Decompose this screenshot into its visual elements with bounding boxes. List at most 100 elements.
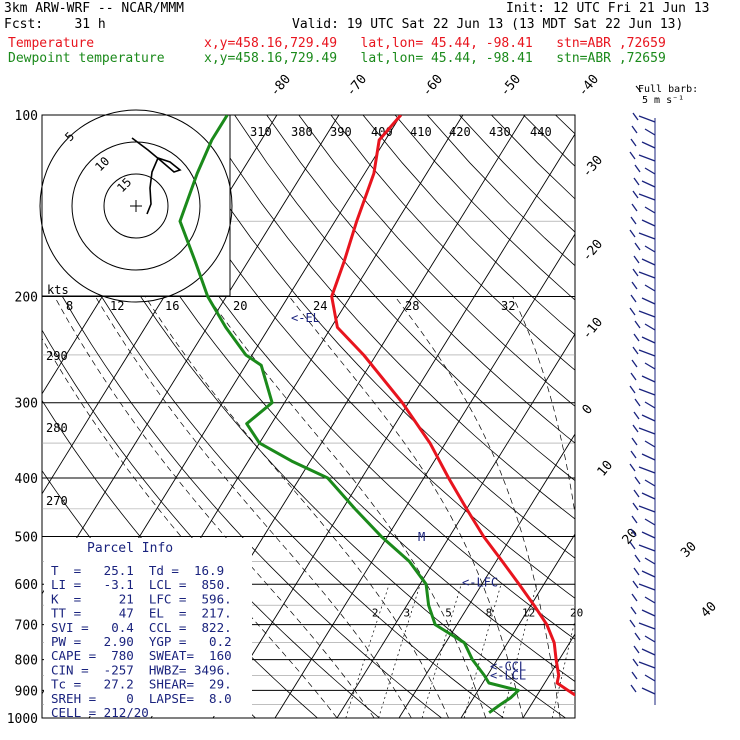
barb-legend-icon [635, 85, 642, 93]
wind-barb-flag [630, 450, 637, 459]
theta-e-label: 310 [250, 125, 272, 139]
wind-barb-flag [631, 593, 638, 602]
isotherm-label: -50 [498, 72, 525, 100]
isotherm-label: -40 [576, 72, 603, 100]
isotherm-label: -20 [580, 237, 607, 265]
dry-adiabat [170, 115, 575, 559]
wind-barb [641, 648, 656, 656]
wind-barb [641, 570, 656, 578]
wind-barb-flag [634, 554, 641, 563]
wind-barb-flag [629, 151, 636, 160]
wind-barb [644, 479, 656, 487]
barb-legend-title: Full barb: [638, 84, 698, 95]
wind-barb-flag [632, 502, 639, 511]
dry-adiabat [42, 115, 566, 718]
parcel-info-row: TT = 47 EL = 217. [51, 606, 232, 621]
parcel-info-row: K = 21 LFC = 596. [51, 591, 232, 606]
wind-barb [638, 661, 656, 669]
wind-barb-flag [634, 476, 641, 485]
dry-adiabat [42, 186, 504, 718]
wind-barb-flag [629, 385, 636, 394]
wind-barb [641, 687, 656, 695]
isotherm-line [42, 115, 340, 595]
theta-label: 290 [46, 349, 68, 363]
dry-adiabat [42, 258, 442, 718]
dry-adiabat [555, 115, 575, 135]
dry-adiabat [266, 115, 575, 444]
isotherm-label: 0 [580, 402, 597, 418]
wind-barb-flag [633, 489, 640, 498]
wind-barb-flag [633, 567, 640, 576]
wind-barb-flag [633, 645, 640, 654]
mixing-ratio-label: 12 [522, 607, 535, 620]
parcel-info-row: CAPE = 780 SWEAT= 160 [51, 648, 232, 663]
dry-adiabat [202, 115, 575, 520]
theta-e-label: 420 [449, 125, 471, 139]
dry-adiabat [330, 115, 575, 371]
isotherm-line [336, 333, 575, 718]
wind-barb [638, 583, 656, 591]
moist-adiabat [512, 296, 575, 516]
wind-barb-flag [630, 684, 637, 693]
theta-label: 280 [46, 421, 68, 435]
mixing-ratio-label: 5 [445, 607, 452, 620]
level-marker-lcl: <-LCL [490, 668, 526, 682]
wind-barb-flag [630, 138, 637, 147]
wind-barb [638, 505, 656, 513]
wind-barb [638, 466, 656, 474]
pressure-label: 400 [15, 472, 38, 487]
mixing-ratio-label: 8 [486, 607, 493, 620]
model-title: 3km ARW-WRF -- NCAR/MMM [4, 1, 185, 16]
wind-barb-flag [631, 203, 638, 212]
wind-barb [644, 128, 656, 136]
mixing-ratio-label: 20 [570, 607, 583, 620]
speed-scale-label: 28 [405, 299, 419, 313]
speed-scale-label: 8 [66, 299, 73, 313]
pressure-label: 700 [15, 619, 38, 634]
isotherm-label: -70 [344, 72, 371, 100]
mixing-ratio-line [501, 584, 538, 718]
pressure-label: 800 [15, 654, 38, 669]
isotherm-line [647, 115, 740, 718]
wind-barb-flag [629, 463, 636, 472]
dry-adiabat [426, 115, 575, 267]
hodograph-ring [71, 141, 201, 271]
pressure-label: 300 [15, 397, 38, 412]
speed-scale-label: 24 [313, 299, 327, 313]
wind-barb-flag [630, 372, 637, 381]
speed-scale-label: 12 [110, 299, 124, 313]
mixing-ratio-line [551, 619, 575, 718]
wind-barb [644, 401, 656, 409]
wind-barb [638, 544, 656, 552]
theta-label: 270 [46, 494, 68, 508]
wind-barb [641, 453, 656, 461]
wind-barb [644, 635, 656, 643]
forecast-hour: Fcst: 31 h [4, 17, 106, 32]
wind-barb [644, 167, 656, 175]
isotherm-label: 20 [620, 526, 642, 548]
parcel-info-row: PW = 2.90 YGP = 0.2 [51, 634, 232, 649]
wind-barb [641, 180, 656, 188]
parcel-info-panel [44, 538, 252, 716]
wind-barb-flag [629, 229, 636, 238]
wind-barb [641, 609, 656, 617]
wind-barb-flag [631, 437, 638, 446]
mixing-ratio-line [378, 584, 421, 718]
speed-scale-label: 20 [233, 299, 247, 313]
barb-legend-units: 5 m s⁻¹ [642, 95, 684, 106]
wind-barb [638, 622, 656, 630]
wind-barb [641, 492, 656, 500]
isotherm-label: 30 [678, 539, 700, 561]
theta-e-label: 390 [330, 125, 352, 139]
dry-adiabat [459, 115, 575, 233]
isotherm-label: -60 [420, 72, 447, 100]
wind-barb [641, 219, 656, 227]
wind-barb [644, 284, 656, 292]
pressure-label: 500 [15, 530, 38, 545]
parcel-info-row: SVI = 0.4 CCL = 822. [51, 620, 232, 635]
wind-barb-flag [630, 606, 637, 615]
dewpoint-location: x,y=458.16,729.49 lat,lon= 45.44, -98.41… [204, 51, 666, 66]
dry-adiabat [105, 115, 575, 640]
wind-barb [638, 310, 656, 318]
